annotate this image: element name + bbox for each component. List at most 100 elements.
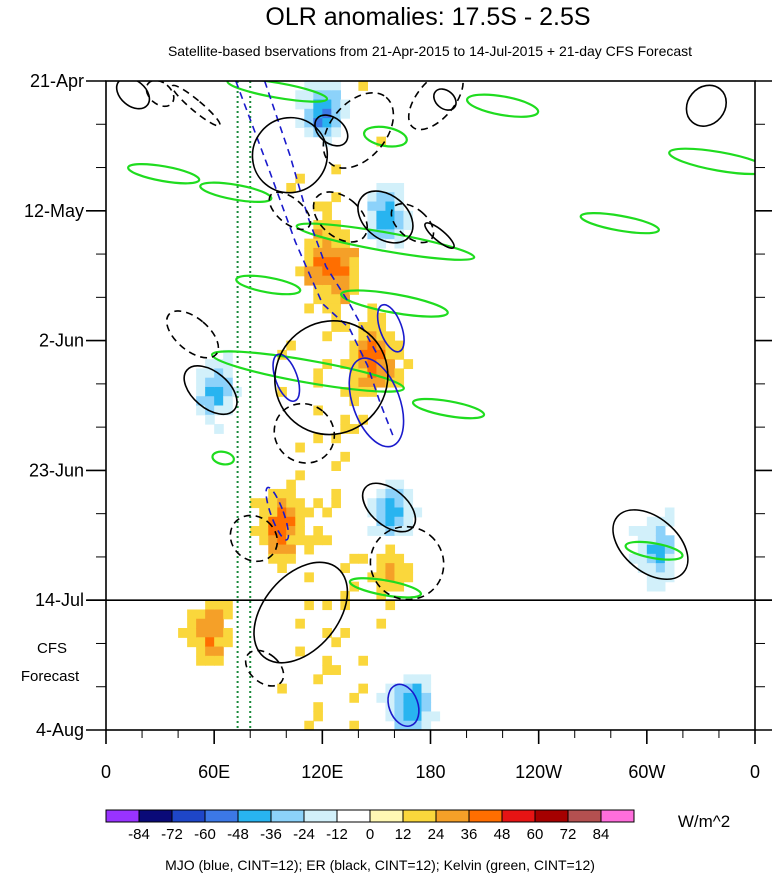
er-contour <box>229 514 279 563</box>
kelvin-contour <box>465 93 540 118</box>
field-cell <box>331 433 341 444</box>
field-cell <box>385 359 396 370</box>
field-cell <box>205 609 215 620</box>
field-cell <box>340 451 350 462</box>
field-cell <box>340 284 350 295</box>
field-cell <box>349 266 359 277</box>
field-cell <box>187 618 197 629</box>
field-cell <box>322 247 332 258</box>
field-cell <box>187 637 197 648</box>
field-cell <box>367 359 378 370</box>
field-cell <box>664 507 675 518</box>
field-cell <box>349 386 359 397</box>
field-cell <box>340 590 350 601</box>
field-cell <box>295 498 305 509</box>
field-cell <box>223 396 233 407</box>
field-cell <box>322 331 332 342</box>
er-contour <box>145 81 175 108</box>
field-cell <box>277 535 287 546</box>
field-cell <box>331 164 341 175</box>
field-cell <box>331 275 341 286</box>
field-cell <box>322 535 332 546</box>
field-cell <box>223 386 233 397</box>
field-cell <box>214 386 224 397</box>
field-cell <box>304 108 314 119</box>
field-cell <box>295 618 305 629</box>
field-cell <box>394 553 405 564</box>
field-cell <box>376 349 387 360</box>
field-cell <box>214 637 224 648</box>
field-cell <box>367 210 378 221</box>
field-cell <box>655 535 666 546</box>
field-cell <box>403 711 414 722</box>
field-cell <box>385 507 396 518</box>
field-cell <box>259 535 269 546</box>
field-cell <box>403 507 414 518</box>
field-cell <box>358 386 369 397</box>
kelvin-contour <box>362 125 408 148</box>
field-cell <box>385 498 396 509</box>
field-cell <box>313 81 323 91</box>
field-cell <box>196 655 206 666</box>
field-cell <box>286 182 296 193</box>
field-cell <box>394 498 405 509</box>
field-cell <box>259 498 269 509</box>
colorbar-level-label: -36 <box>260 826 282 843</box>
field-cell <box>277 683 287 694</box>
colorbar-level-label: -72 <box>161 826 183 843</box>
field-cell <box>637 553 648 564</box>
field-cell <box>358 414 369 425</box>
field-cell <box>376 516 387 527</box>
field-cell <box>340 424 350 434</box>
field-cell <box>358 683 369 694</box>
field-cell <box>385 210 396 221</box>
field-cell <box>331 238 341 249</box>
field-cell <box>295 173 305 184</box>
colorbar-swatch <box>270 809 305 823</box>
wave-contours <box>115 81 755 727</box>
colorbar-level-label: 0 <box>366 826 374 843</box>
y-tick-label: 14-Jul <box>35 590 84 610</box>
er-contour <box>251 116 329 194</box>
field-cell <box>367 507 378 518</box>
field-cell <box>313 535 323 546</box>
er-contour <box>685 84 728 127</box>
field-cell <box>340 108 350 119</box>
field-cell <box>385 479 396 490</box>
field-cell <box>322 266 332 277</box>
field-cell <box>376 507 387 518</box>
field-cell <box>394 516 405 527</box>
field-cell <box>421 711 432 722</box>
colorbar-level-label: 60 <box>527 826 544 843</box>
colorbar-swatch <box>138 809 173 823</box>
field-cell <box>664 572 675 583</box>
field-cell <box>349 257 359 268</box>
field-cell <box>331 488 341 499</box>
field-cell <box>367 572 378 583</box>
er-contour <box>244 649 285 687</box>
field-cell <box>349 377 359 388</box>
field-cell <box>205 396 215 407</box>
field-cell <box>286 526 296 536</box>
kelvin-contour <box>235 274 302 296</box>
field-cell <box>403 702 414 713</box>
field-cell <box>322 127 332 138</box>
field-cell <box>268 553 278 564</box>
field-cell <box>385 692 396 703</box>
field-cell <box>403 488 414 499</box>
field-cell <box>268 507 278 518</box>
field-cell <box>637 563 648 573</box>
field-cell <box>187 628 197 638</box>
field-cell <box>376 359 387 370</box>
y-tick-label: 12-May <box>24 201 84 221</box>
field-cell <box>403 572 414 583</box>
field-cell <box>295 90 305 101</box>
field-cell <box>214 377 224 388</box>
x-tick-label: 120W <box>515 762 562 782</box>
field-cell <box>394 377 405 388</box>
field-cell <box>376 553 387 564</box>
field-cell <box>394 368 405 379</box>
field-cell <box>304 247 314 258</box>
field-cell <box>646 516 657 527</box>
field-cell <box>304 257 314 268</box>
